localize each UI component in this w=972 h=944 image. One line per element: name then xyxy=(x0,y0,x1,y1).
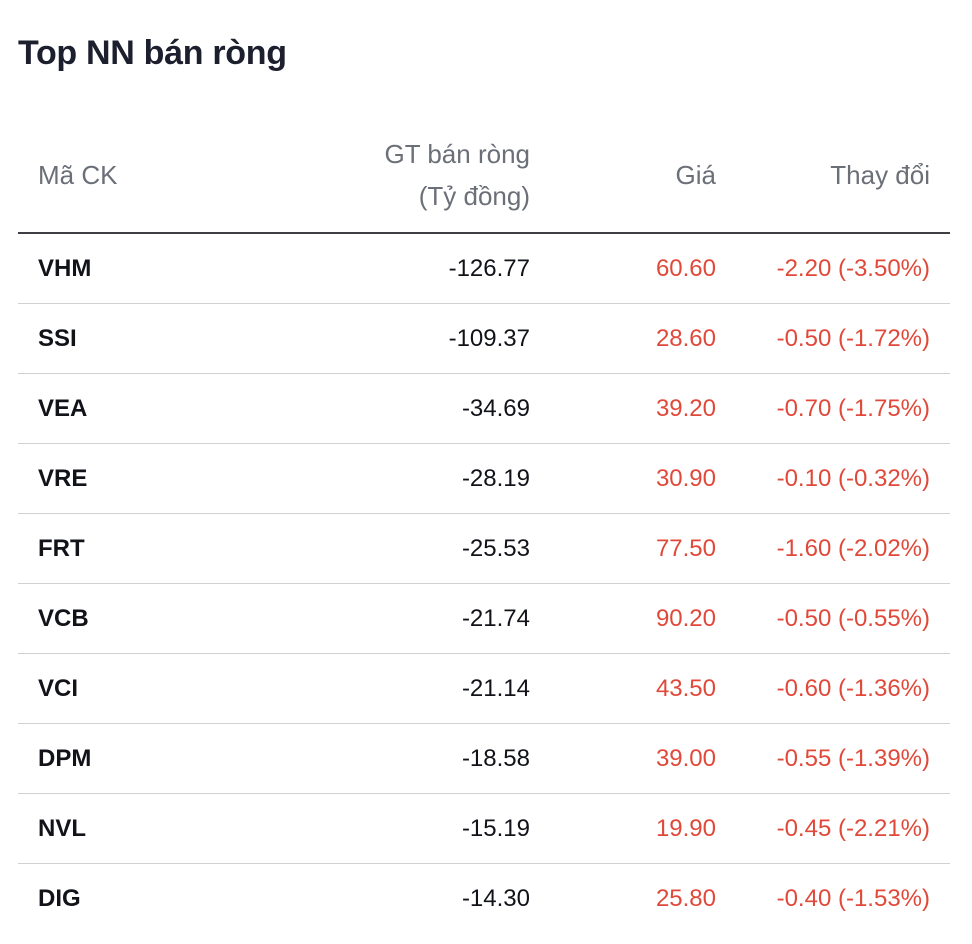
table-row[interactable]: DIG -14.30 25.80 -0.40 (-1.53%) xyxy=(18,864,950,934)
table-row[interactable]: VHM -126.77 60.60 -2.20 (-3.50%) xyxy=(18,233,950,304)
symbol-cell[interactable]: DPM xyxy=(18,723,230,794)
column-header-net-value-line1: GT bán ròng xyxy=(384,139,530,169)
table-row[interactable]: VCI -21.14 43.50 -0.60 (-1.36%) xyxy=(18,653,950,724)
column-header-symbol[interactable]: Mã CK xyxy=(18,118,230,234)
table-header: Mã CK GT bán ròng (Tỷ đồng) Giá Thay đổi xyxy=(18,118,950,234)
change-cell: -0.10 (-0.32%) xyxy=(736,443,950,514)
table-row[interactable]: VEA -34.69 39.20 -0.70 (-1.75%) xyxy=(18,373,950,444)
table-row[interactable]: NVL -15.19 19.90 -0.45 (-2.21%) xyxy=(18,793,950,864)
symbol-cell[interactable]: VRE xyxy=(18,443,230,514)
price-cell: 39.00 xyxy=(550,723,736,794)
net-value-cell: -21.74 xyxy=(230,583,550,654)
symbol-cell[interactable]: DIG xyxy=(38,884,81,912)
column-header-net-value[interactable]: GT bán ròng (Tỷ đồng) xyxy=(230,118,550,234)
net-value-cell: -15.19 xyxy=(230,793,550,864)
net-value-cell: -21.14 xyxy=(230,653,550,724)
change-cell: -0.45 (-2.21%) xyxy=(736,793,950,864)
change-cell: -0.55 (-1.39%) xyxy=(736,723,950,794)
change-cell: -2.20 (-3.50%) xyxy=(736,233,950,304)
column-header-change[interactable]: Thay đổi xyxy=(736,118,950,234)
net-value-cell: -18.58 xyxy=(230,723,550,794)
price-cell: 19.90 xyxy=(550,793,736,864)
change-cell: -0.40 (-1.53%) xyxy=(776,884,930,912)
net-value-cell: -14.30 xyxy=(461,884,530,912)
price-cell: 39.20 xyxy=(550,373,736,444)
change-cell: -0.70 (-1.75%) xyxy=(736,373,950,444)
price-cell: 43.50 xyxy=(550,653,736,724)
table-row[interactable]: VCB -21.74 90.20 -0.50 (-0.55%) xyxy=(18,583,950,654)
net-value-cell: -109.37 xyxy=(230,303,550,374)
price-cell: 77.50 xyxy=(550,513,736,584)
change-cell: -0.50 (-0.55%) xyxy=(736,583,950,654)
table-body: VHM -126.77 60.60 -2.20 (-3.50%) SSI -10… xyxy=(18,233,950,933)
symbol-cell[interactable]: VHM xyxy=(18,233,230,304)
change-cell: -0.60 (-1.36%) xyxy=(736,653,950,724)
net-sell-table: Mã CK GT bán ròng (Tỷ đồng) Giá Thay đổi… xyxy=(18,118,950,933)
symbol-cell[interactable]: VEA xyxy=(18,373,230,444)
symbol-cell[interactable]: NVL xyxy=(18,793,230,864)
net-value-cell: -25.53 xyxy=(230,513,550,584)
net-value-cell: -126.77 xyxy=(230,233,550,304)
symbol-cell[interactable]: FRT xyxy=(18,513,230,584)
column-header-net-value-line2: (Tỷ đồng) xyxy=(418,181,530,211)
net-sell-table-container: Mã CK GT bán ròng (Tỷ đồng) Giá Thay đổi… xyxy=(18,118,950,933)
column-header-price[interactable]: Giá xyxy=(550,118,736,234)
price-cell: 90.20 xyxy=(550,583,736,654)
price-cell: 60.60 xyxy=(550,233,736,304)
page-title: Top NN bán ròng xyxy=(18,34,287,72)
net-value-cell: -28.19 xyxy=(230,443,550,514)
price-cell: 25.80 xyxy=(655,884,716,912)
price-cell: 28.60 xyxy=(550,303,736,374)
symbol-cell[interactable]: SSI xyxy=(18,303,230,374)
table-header-row: Mã CK GT bán ròng (Tỷ đồng) Giá Thay đổi xyxy=(18,118,950,234)
change-cell: -0.50 (-1.72%) xyxy=(736,303,950,374)
price-cell: 30.90 xyxy=(550,443,736,514)
table-row[interactable]: FRT -25.53 77.50 -1.60 (-2.02%) xyxy=(18,513,950,584)
net-value-cell: -34.69 xyxy=(230,373,550,444)
symbol-cell[interactable]: VCI xyxy=(18,653,230,724)
table-row[interactable]: VRE -28.19 30.90 -0.10 (-0.32%) xyxy=(18,443,950,514)
symbol-cell[interactable]: VCB xyxy=(18,583,230,654)
change-cell: -1.60 (-2.02%) xyxy=(736,513,950,584)
table-row[interactable]: DPM -18.58 39.00 -0.55 (-1.39%) xyxy=(18,723,950,794)
table-row[interactable]: SSI -109.37 28.60 -0.50 (-1.72%) xyxy=(18,303,950,374)
